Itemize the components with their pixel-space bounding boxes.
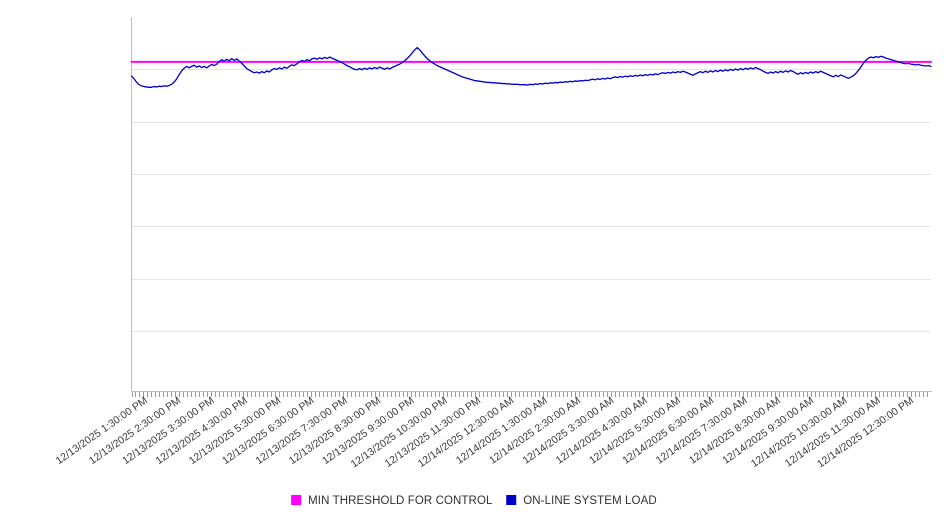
gridlines: [131, 69, 931, 332]
x-axis-minor-ticks: [132, 392, 928, 397]
legend-label: ON-LINE SYSTEM LOAD: [523, 495, 657, 507]
legend-swatch: [291, 495, 302, 505]
legend-label: MIN THRESHOLD FOR CONTROL: [308, 495, 493, 507]
axes: [131, 17, 932, 392]
legend-swatch: [506, 495, 517, 505]
series-line-2: [130, 47, 932, 88]
series-lines: [130, 47, 932, 88]
chart-legend: MIN THRESHOLD FOR CONTROL ON-LINE SYSTEM …: [291, 495, 657, 507]
